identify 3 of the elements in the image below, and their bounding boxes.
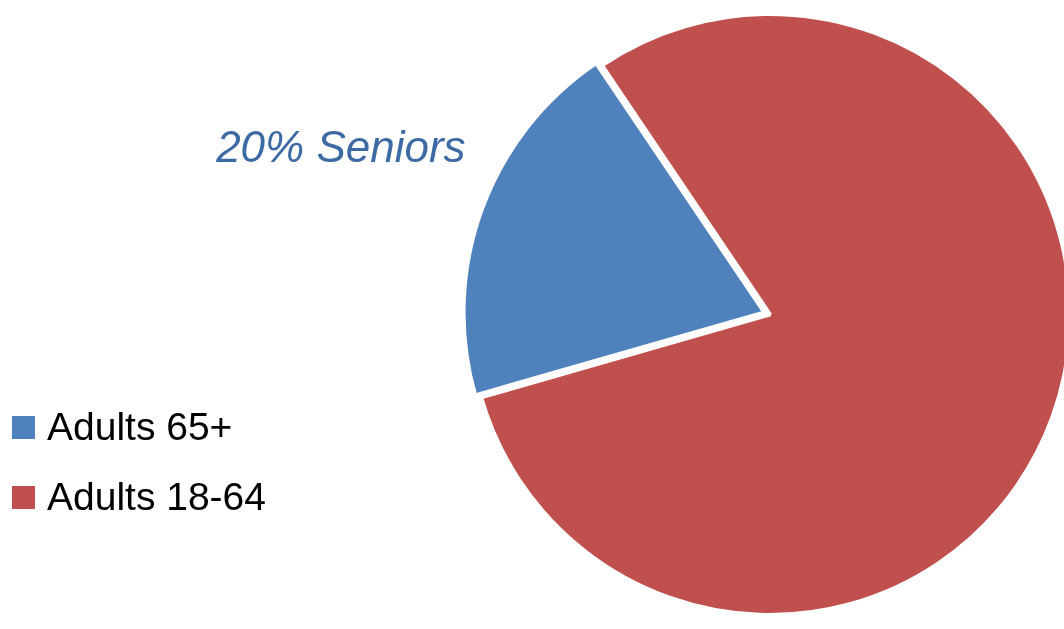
legend-label: Adults 65+ <box>47 405 233 449</box>
data-label: 20% Seniors <box>215 121 466 171</box>
legend-label: Adults 18-64 <box>47 475 266 519</box>
